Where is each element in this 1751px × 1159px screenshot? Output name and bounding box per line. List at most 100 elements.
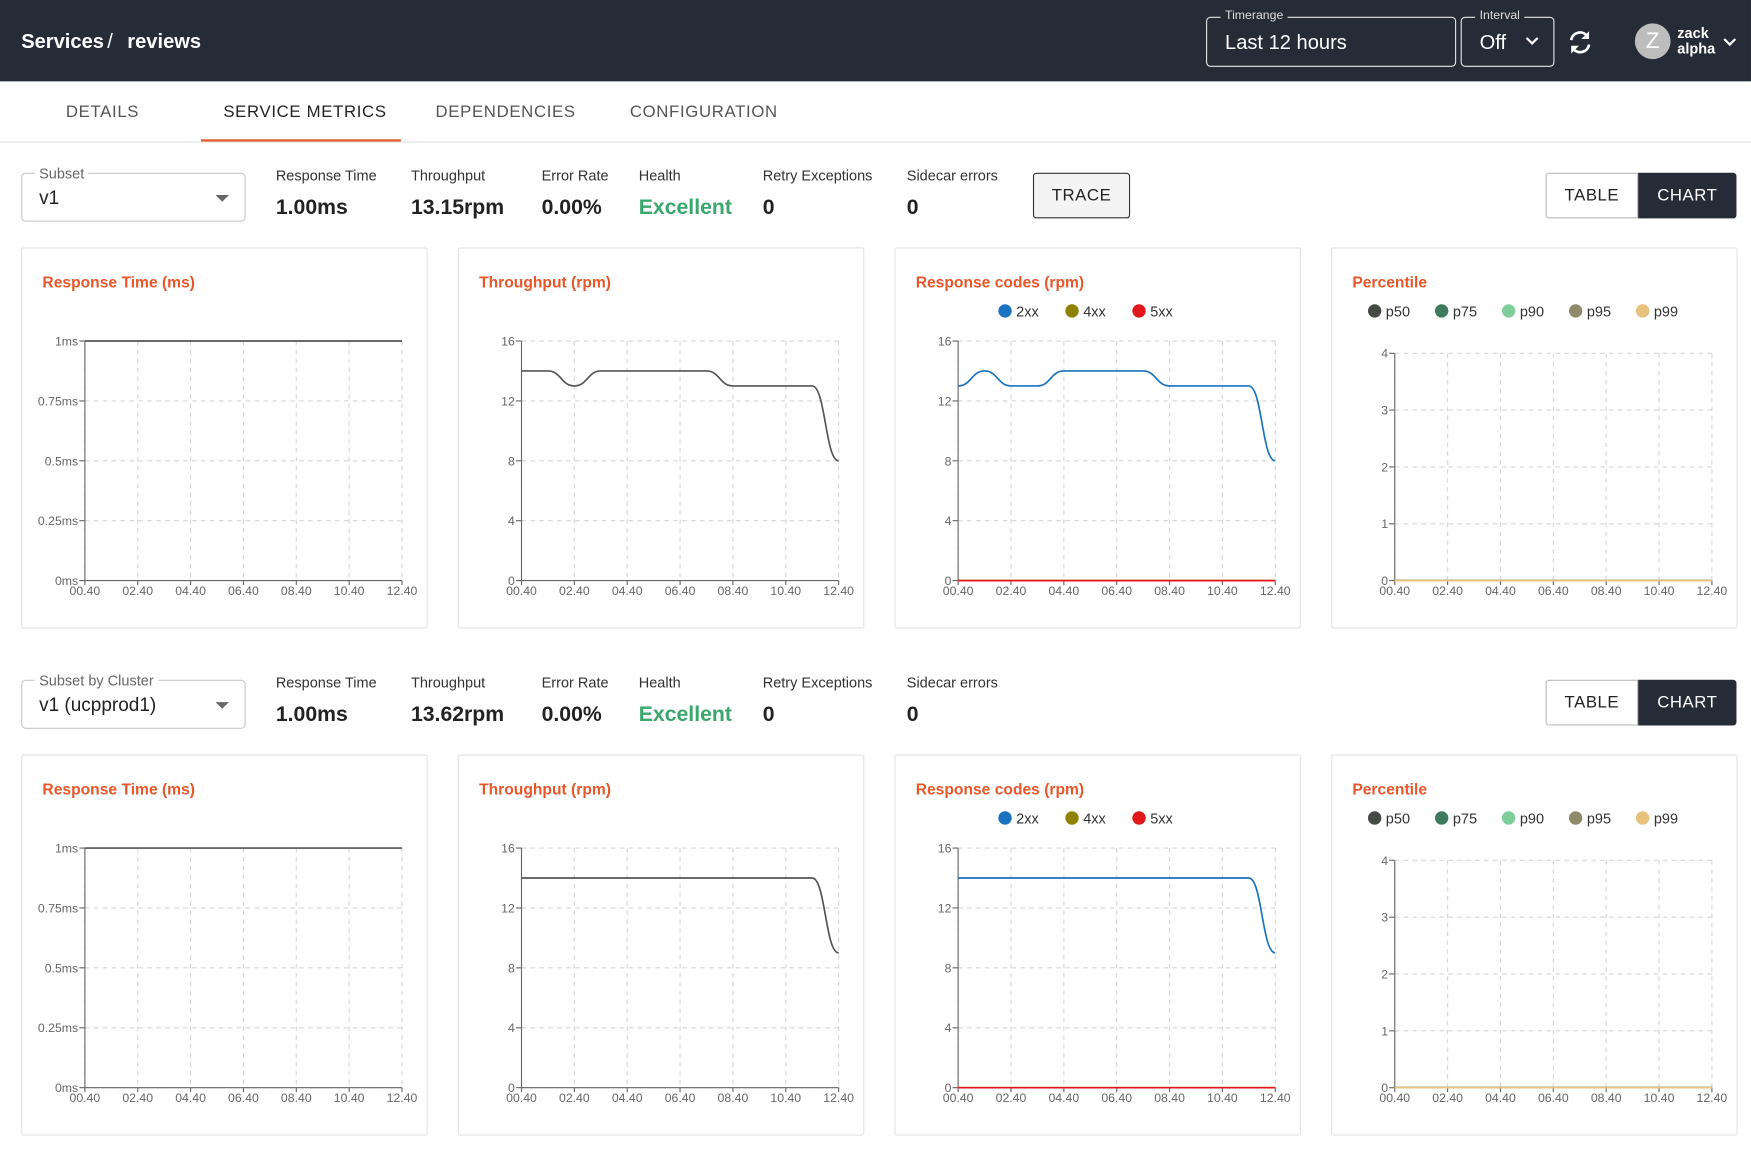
- dropdown-arrow: [215, 702, 229, 709]
- user-first: zack: [1677, 24, 1709, 42]
- y-tick-label: 0.5ms: [45, 454, 78, 468]
- chart-title: Throughput (rpm): [479, 275, 611, 292]
- chart-title: Response codes (rpm): [916, 782, 1084, 799]
- refresh-icon[interactable]: [1566, 28, 1595, 57]
- x-tick-label: 04.40: [612, 1091, 643, 1105]
- interval-select[interactable]: Interval Off: [1460, 8, 1555, 67]
- x-tick-label: 10.40: [770, 584, 801, 598]
- chart: Percentile 0 1 2 3 4 00.40 02.40 04.40 06.40 08.40…: [1352, 782, 1728, 1106]
- y-tick-label: 0.75ms: [38, 394, 78, 408]
- arrow: [215, 195, 229, 202]
- legend-swatch: [1635, 811, 1650, 825]
- y-tick-label: 1: [1381, 1024, 1388, 1038]
- tab-indicator: [201, 139, 401, 142]
- y-tick-label: 8: [508, 454, 515, 468]
- view-toggle[interactable]: CHART: [1638, 172, 1737, 219]
- legend-swatch: [1568, 304, 1583, 318]
- tab[interactable]: DETAILS: [65, 102, 140, 122]
- x-tick-label: 06.40: [1101, 1091, 1132, 1105]
- x-tick-label: 08.40: [718, 1091, 749, 1105]
- x-tick-label: 08.40: [1591, 1091, 1622, 1105]
- metric-label: Error Rate: [541, 674, 609, 691]
- chart-card: Response codes (rpm) 0 4 8 12 16 00.40 02.40 04.…: [894, 247, 1301, 629]
- y-tick-label: 16: [501, 842, 515, 856]
- interval-label: Interval: [1475, 8, 1525, 23]
- x-tick-label: 10.40: [1207, 584, 1238, 598]
- metric-label: Sidecar errors: [906, 674, 998, 691]
- legend-swatch: [1132, 304, 1146, 318]
- x-tick-label: 06.40: [665, 1091, 696, 1105]
- metric-value: 0: [762, 196, 775, 220]
- legend-label: p90: [1520, 305, 1544, 321]
- metric-value: 13.62rpm: [410, 703, 505, 727]
- legend-label: p95: [1587, 812, 1611, 828]
- view-toggle[interactable]: TABLE: [1545, 172, 1639, 219]
- y-tick-label: 0: [945, 574, 952, 588]
- chart-title: Response Time (ms): [42, 275, 195, 292]
- x-tick-label: 08.40: [281, 584, 312, 598]
- x-tick-label: 06.40: [228, 584, 259, 598]
- timerange-value: Last 12 hours: [1225, 31, 1347, 54]
- legend-label: p99: [1654, 812, 1678, 828]
- y-tick-label: 2: [1381, 460, 1388, 474]
- x-tick-label: 02.40: [996, 1091, 1027, 1105]
- legend-label: p95: [1587, 305, 1611, 321]
- view-toggle[interactable]: TABLE: [1545, 679, 1639, 726]
- tab[interactable]: SERVICE METRICS: [223, 102, 387, 122]
- legend-label: p75: [1453, 305, 1477, 321]
- x-tick-label: 10.40: [1644, 584, 1675, 598]
- tab-bar: [0, 81, 1751, 143]
- x-tick-label: 04.40: [1485, 584, 1516, 598]
- view-toggle[interactable]: CHART: [1638, 679, 1737, 726]
- x-tick-label: 12.40: [1697, 1091, 1728, 1105]
- x-tick-label: 02.40: [1432, 1091, 1463, 1105]
- y-tick-label: 12: [938, 901, 952, 915]
- x-tick-label: 12.40: [823, 584, 854, 598]
- user-name[interactable]: zack alpha: [1677, 24, 1715, 57]
- subset-select[interactable]: Subset v1: [21, 164, 246, 222]
- tab[interactable]: DEPENDENCIES: [435, 102, 576, 122]
- x-tick-label: 06.40: [1538, 1091, 1569, 1105]
- tab[interactable]: CONFIGURATION: [629, 102, 778, 122]
- y-tick-label: 0: [945, 1081, 952, 1095]
- dropdown-arrow: [215, 195, 229, 202]
- series-line: [521, 370, 839, 462]
- x-tick-label: 02.40: [122, 1091, 153, 1105]
- breadcrumb-link[interactable]: Services: [21, 30, 104, 53]
- timerange-select[interactable]: Timerange Last 12 hours: [1206, 8, 1457, 67]
- breadcrumb-separator: /: [107, 30, 113, 53]
- metric-value: 1.00ms: [275, 196, 348, 220]
- y-tick-label: 0: [1381, 574, 1388, 588]
- chart-title: Percentile: [1352, 782, 1427, 799]
- x-tick-label: 10.40: [770, 1091, 801, 1105]
- trace-button[interactable]: TRACE: [1032, 172, 1131, 219]
- x-tick-label: 12.40: [387, 584, 418, 598]
- chart-title: Percentile: [1352, 275, 1427, 292]
- chart: Response codes (rpm) 0 4 8 12 16 00.40 02.40 04.…: [916, 782, 1291, 1106]
- metric-label: Sidecar errors: [906, 167, 998, 184]
- chart-card: Percentile 0 1 2 3 4 00.40 02.40 04.40 06.40 08.40…: [1331, 754, 1738, 1136]
- x-tick-label: 02.40: [559, 584, 590, 598]
- y-tick-label: 12: [938, 394, 952, 408]
- legend-swatch: [998, 304, 1012, 318]
- metric-value: 13.15rpm: [410, 196, 505, 220]
- y-tick-label: 0: [508, 574, 515, 588]
- metric-label: Throughput: [410, 167, 486, 184]
- y-tick-label: 16: [938, 842, 952, 856]
- subset-select[interactable]: Subset by Cluster v1 (ucpprod1): [21, 671, 246, 729]
- y-tick-label: 2: [1381, 967, 1388, 981]
- x-tick-label: 04.40: [175, 1091, 206, 1105]
- chart: Response Time (ms) 0ms 0.25ms 0.5ms 0.75ms 1m…: [38, 275, 418, 599]
- y-tick-label: 3: [1381, 911, 1388, 925]
- metric-value: 0: [906, 703, 919, 727]
- select-value: v1 (ucpprod1): [39, 694, 157, 716]
- avatar[interactable]: Z: [1634, 23, 1671, 60]
- metric-label: Throughput: [410, 674, 486, 691]
- series-line: [958, 370, 1276, 462]
- y-tick-label: 0: [508, 1081, 515, 1095]
- metric-label: Response Time: [275, 167, 377, 184]
- x-tick-label: 00.40: [506, 1091, 537, 1105]
- y-tick-label: 16: [501, 334, 515, 348]
- chevron-icon: [1723, 38, 1737, 47]
- legend-swatch: [1635, 304, 1650, 318]
